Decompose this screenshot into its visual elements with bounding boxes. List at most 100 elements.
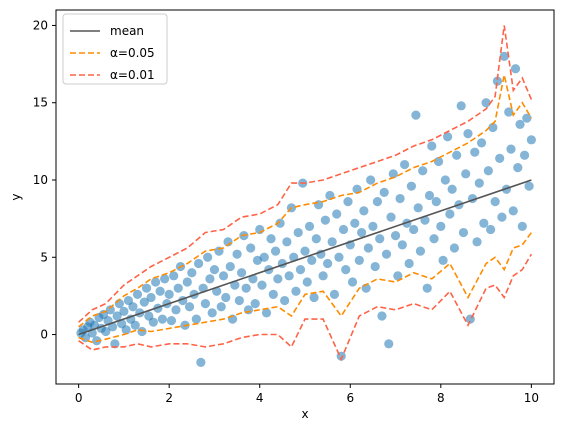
y-axis-label: y <box>9 193 23 200</box>
data-point <box>343 197 353 207</box>
data-point <box>506 144 516 154</box>
data-point <box>479 218 489 228</box>
data-point <box>246 243 256 253</box>
data-point <box>187 268 197 278</box>
data-point <box>379 187 389 197</box>
data-point <box>132 289 143 299</box>
data-point <box>370 261 380 272</box>
band-lower-line <box>78 232 533 344</box>
data-point <box>241 283 251 293</box>
x-tick-label: 4 <box>256 391 264 405</box>
data-point <box>334 252 344 262</box>
data-point <box>250 299 260 309</box>
data-point <box>445 209 455 219</box>
data-point <box>194 258 204 269</box>
data-point <box>155 286 165 296</box>
data-point <box>526 135 536 145</box>
lines-layer <box>78 25 533 362</box>
data-point <box>273 274 283 284</box>
data-point <box>404 258 414 269</box>
data-point <box>524 181 534 191</box>
data-point <box>368 221 378 231</box>
data-point <box>171 305 181 315</box>
data-point <box>259 252 269 262</box>
data-point <box>384 339 394 349</box>
y-tick-label: 5 <box>40 250 48 264</box>
data-point <box>329 289 340 299</box>
data-point <box>261 308 272 318</box>
data-point <box>130 320 140 330</box>
data-point <box>284 271 294 281</box>
legend-label: α=0.01 <box>110 68 155 82</box>
data-point <box>341 265 351 275</box>
data-point <box>323 258 333 269</box>
data-point <box>443 132 453 142</box>
data-point <box>517 221 527 231</box>
data-point <box>266 234 276 244</box>
data-point <box>232 249 242 259</box>
data-point <box>436 221 446 231</box>
data-point <box>169 271 179 281</box>
data-point <box>234 295 244 306</box>
legend-label: α=0.05 <box>110 46 155 60</box>
data-point <box>504 107 514 117</box>
data-point <box>205 274 215 284</box>
data-point <box>139 297 149 307</box>
data-point <box>495 153 505 163</box>
x-axis-label: x <box>301 407 308 421</box>
data-point <box>388 169 398 179</box>
data-point <box>137 326 147 337</box>
data-point <box>302 277 312 287</box>
data-point <box>128 302 138 312</box>
data-point <box>497 212 507 222</box>
data-point <box>311 234 321 244</box>
data-point <box>397 240 407 250</box>
y-tick-label: 20 <box>33 18 48 32</box>
data-point <box>280 295 290 306</box>
data-point <box>112 311 122 321</box>
data-point <box>386 212 396 222</box>
data-point <box>440 175 450 185</box>
data-point <box>472 237 482 247</box>
data-point <box>207 308 217 318</box>
data-point <box>347 277 358 287</box>
data-point <box>452 150 462 160</box>
data-point <box>400 159 410 170</box>
data-point <box>354 255 364 265</box>
data-point <box>470 147 480 157</box>
data-point <box>268 289 278 299</box>
data-point <box>427 141 437 151</box>
data-point <box>275 218 285 228</box>
data-point <box>375 234 385 244</box>
legend: mean α=0.05 α=0.01 <box>62 13 168 85</box>
data-point <box>200 299 210 309</box>
data-point <box>456 101 466 111</box>
data-point <box>499 51 509 61</box>
data-point <box>320 215 330 225</box>
x-tick-label: 10 <box>524 391 539 405</box>
data-point <box>381 249 392 259</box>
data-point <box>166 316 177 326</box>
data-point <box>406 181 416 191</box>
data-point <box>393 271 403 281</box>
data-point <box>164 289 174 299</box>
data-point <box>476 138 487 148</box>
data-point <box>510 64 521 74</box>
data-point <box>395 193 405 204</box>
data-point <box>366 175 376 185</box>
data-point <box>513 163 523 173</box>
data-point <box>372 197 383 207</box>
data-point <box>424 190 435 201</box>
data-point <box>101 326 111 337</box>
data-point <box>327 237 337 247</box>
data-point <box>304 221 315 231</box>
data-point <box>429 234 439 244</box>
plot-frame <box>55 9 555 385</box>
data-point <box>225 261 235 272</box>
data-point <box>307 255 317 265</box>
data-point <box>148 317 158 327</box>
data-point <box>483 166 493 176</box>
data-point <box>486 224 496 235</box>
data-point <box>191 314 201 324</box>
